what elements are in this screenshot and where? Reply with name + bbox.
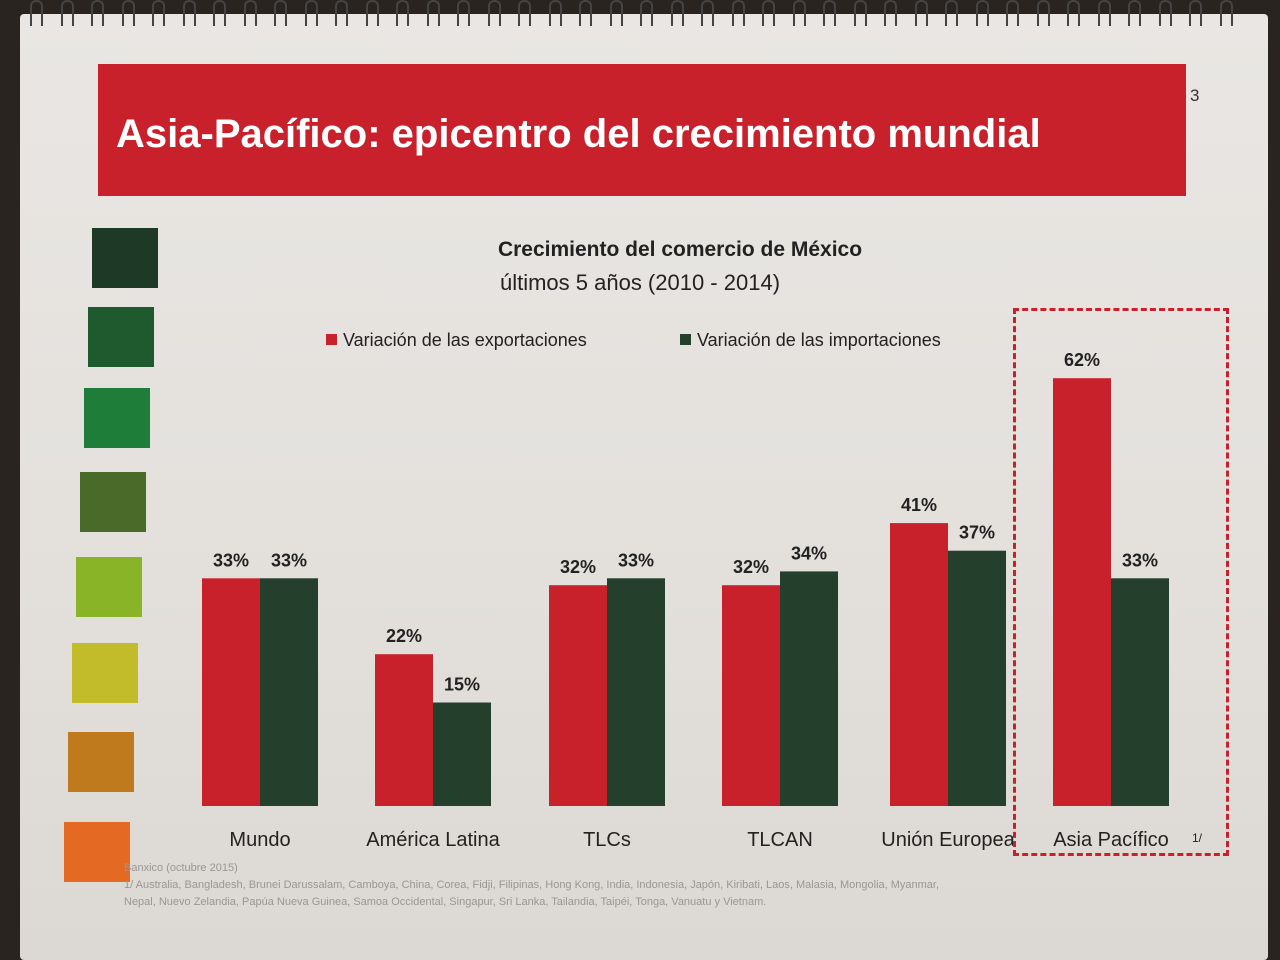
- side-swatch: [72, 643, 138, 703]
- spiral-ring: [1067, 0, 1080, 26]
- spiral-ring: [274, 0, 287, 26]
- side-swatch: [76, 557, 142, 617]
- spiral-ring: [1128, 0, 1141, 26]
- spiral-ring: [853, 0, 867, 26]
- category-label: Unión Europea: [881, 829, 1015, 851]
- bar-imports: [948, 550, 1006, 806]
- side-swatch: [64, 822, 130, 882]
- data-label: 33%: [1122, 550, 1158, 570]
- footnote-note-line1: 1/ Australia, Bangladesh, Brunei Darussa…: [124, 879, 940, 891]
- spiral-ring: [91, 0, 104, 26]
- spiral-ring: [975, 0, 989, 26]
- category-label: TLCAN: [747, 829, 813, 851]
- spiral-ring: [152, 0, 165, 26]
- spiral-ring: [487, 0, 501, 26]
- spiral-ring: [670, 0, 684, 26]
- spiral-ring: [518, 0, 531, 26]
- legend-imports-label: Variación de las importaciones: [697, 330, 941, 350]
- footnote-source: Banxico (octubre 2015): [124, 862, 238, 874]
- side-swatch: [84, 388, 150, 448]
- legend-exports-swatch: [326, 334, 337, 345]
- legend-imports-swatch: [680, 334, 691, 345]
- bar-imports: [607, 578, 665, 806]
- side-swatch: [92, 228, 158, 288]
- data-label: 22%: [386, 626, 422, 646]
- footnote-note-line2: Nepal, Nuevo Zelandia, Papúa Nueva Guine…: [124, 896, 767, 908]
- spiral-ring: [548, 0, 562, 26]
- spiral-ring: [609, 0, 623, 26]
- data-label: 62%: [1064, 350, 1100, 370]
- category-label: TLCs: [583, 829, 631, 851]
- spiral-ring: [914, 0, 928, 26]
- spiral-ring: [60, 0, 74, 26]
- spiral-ring: [1097, 0, 1111, 26]
- legend-exports-label: Variación de las exportaciones: [343, 330, 587, 350]
- bar-exports: [722, 585, 780, 806]
- category-label: Asia Pacífico: [1053, 829, 1169, 851]
- category-footnote-marker: 1/: [1192, 831, 1203, 845]
- spiral-ring: [884, 0, 897, 26]
- bar-imports: [433, 702, 491, 806]
- spiral-ring: [426, 0, 440, 26]
- side-swatch: [80, 472, 146, 532]
- spiral-ring: [1006, 0, 1019, 26]
- spiral-ring: [701, 0, 714, 26]
- bar-exports: [1053, 378, 1111, 806]
- data-label: 33%: [618, 550, 654, 570]
- data-label: 41%: [901, 495, 937, 515]
- bar-exports: [549, 585, 607, 806]
- spiral-ring: [335, 0, 348, 26]
- side-swatch: [68, 732, 134, 792]
- asia-pacifico-highlight-box: [1013, 308, 1229, 856]
- spiral-ring: [579, 0, 592, 26]
- spiral-ring: [1189, 0, 1202, 26]
- bar-imports: [260, 578, 318, 806]
- chart-subtitle: últimos 5 años (2010 - 2014): [499, 270, 781, 295]
- spiral-binding: [30, 0, 1250, 26]
- data-label: 33%: [271, 550, 307, 570]
- bar-exports: [202, 578, 260, 806]
- bar-imports: [780, 571, 838, 806]
- data-label: 37%: [959, 523, 995, 543]
- spiral-ring: [365, 0, 379, 26]
- data-label: 33%: [213, 550, 249, 570]
- data-label: 15%: [444, 675, 480, 695]
- spiral-ring: [1219, 0, 1233, 26]
- spiral-ring: [640, 0, 653, 26]
- legend-exports: Variación de las exportaciones: [326, 330, 587, 351]
- spiral-ring: [792, 0, 806, 26]
- bar-imports: [1111, 578, 1169, 806]
- side-swatch: [88, 307, 154, 367]
- category-label: Mundo: [229, 829, 290, 851]
- spiral-ring: [30, 0, 43, 26]
- spiral-ring: [396, 0, 409, 26]
- spiral-ring: [304, 0, 318, 26]
- data-label: 32%: [733, 557, 769, 577]
- bar-exports: [890, 523, 948, 806]
- chart-title: Crecimiento del comercio de México: [497, 238, 863, 261]
- data-label: 32%: [560, 557, 596, 577]
- title-banner: Asia-Pacífico: epicentro del crecimiento…: [98, 64, 1186, 196]
- spiral-ring: [457, 0, 470, 26]
- spiral-ring: [1036, 0, 1050, 26]
- legend-imports: Variación de las importaciones: [680, 330, 941, 351]
- spiral-ring: [121, 0, 135, 26]
- spiral-ring: [1158, 0, 1172, 26]
- spiral-ring: [182, 0, 196, 26]
- category-label: América Latina: [366, 829, 500, 851]
- slide-title: Asia-Pacífico: epicentro del crecimiento…: [116, 112, 1041, 156]
- spiral-ring: [243, 0, 257, 26]
- spiral-ring: [731, 0, 745, 26]
- spiral-ring: [213, 0, 226, 26]
- spiral-ring: [945, 0, 958, 26]
- spiral-ring: [823, 0, 836, 26]
- data-label: 34%: [791, 543, 827, 563]
- page-number: 3: [1190, 86, 1200, 105]
- bar-exports: [375, 654, 433, 806]
- spiral-ring: [762, 0, 775, 26]
